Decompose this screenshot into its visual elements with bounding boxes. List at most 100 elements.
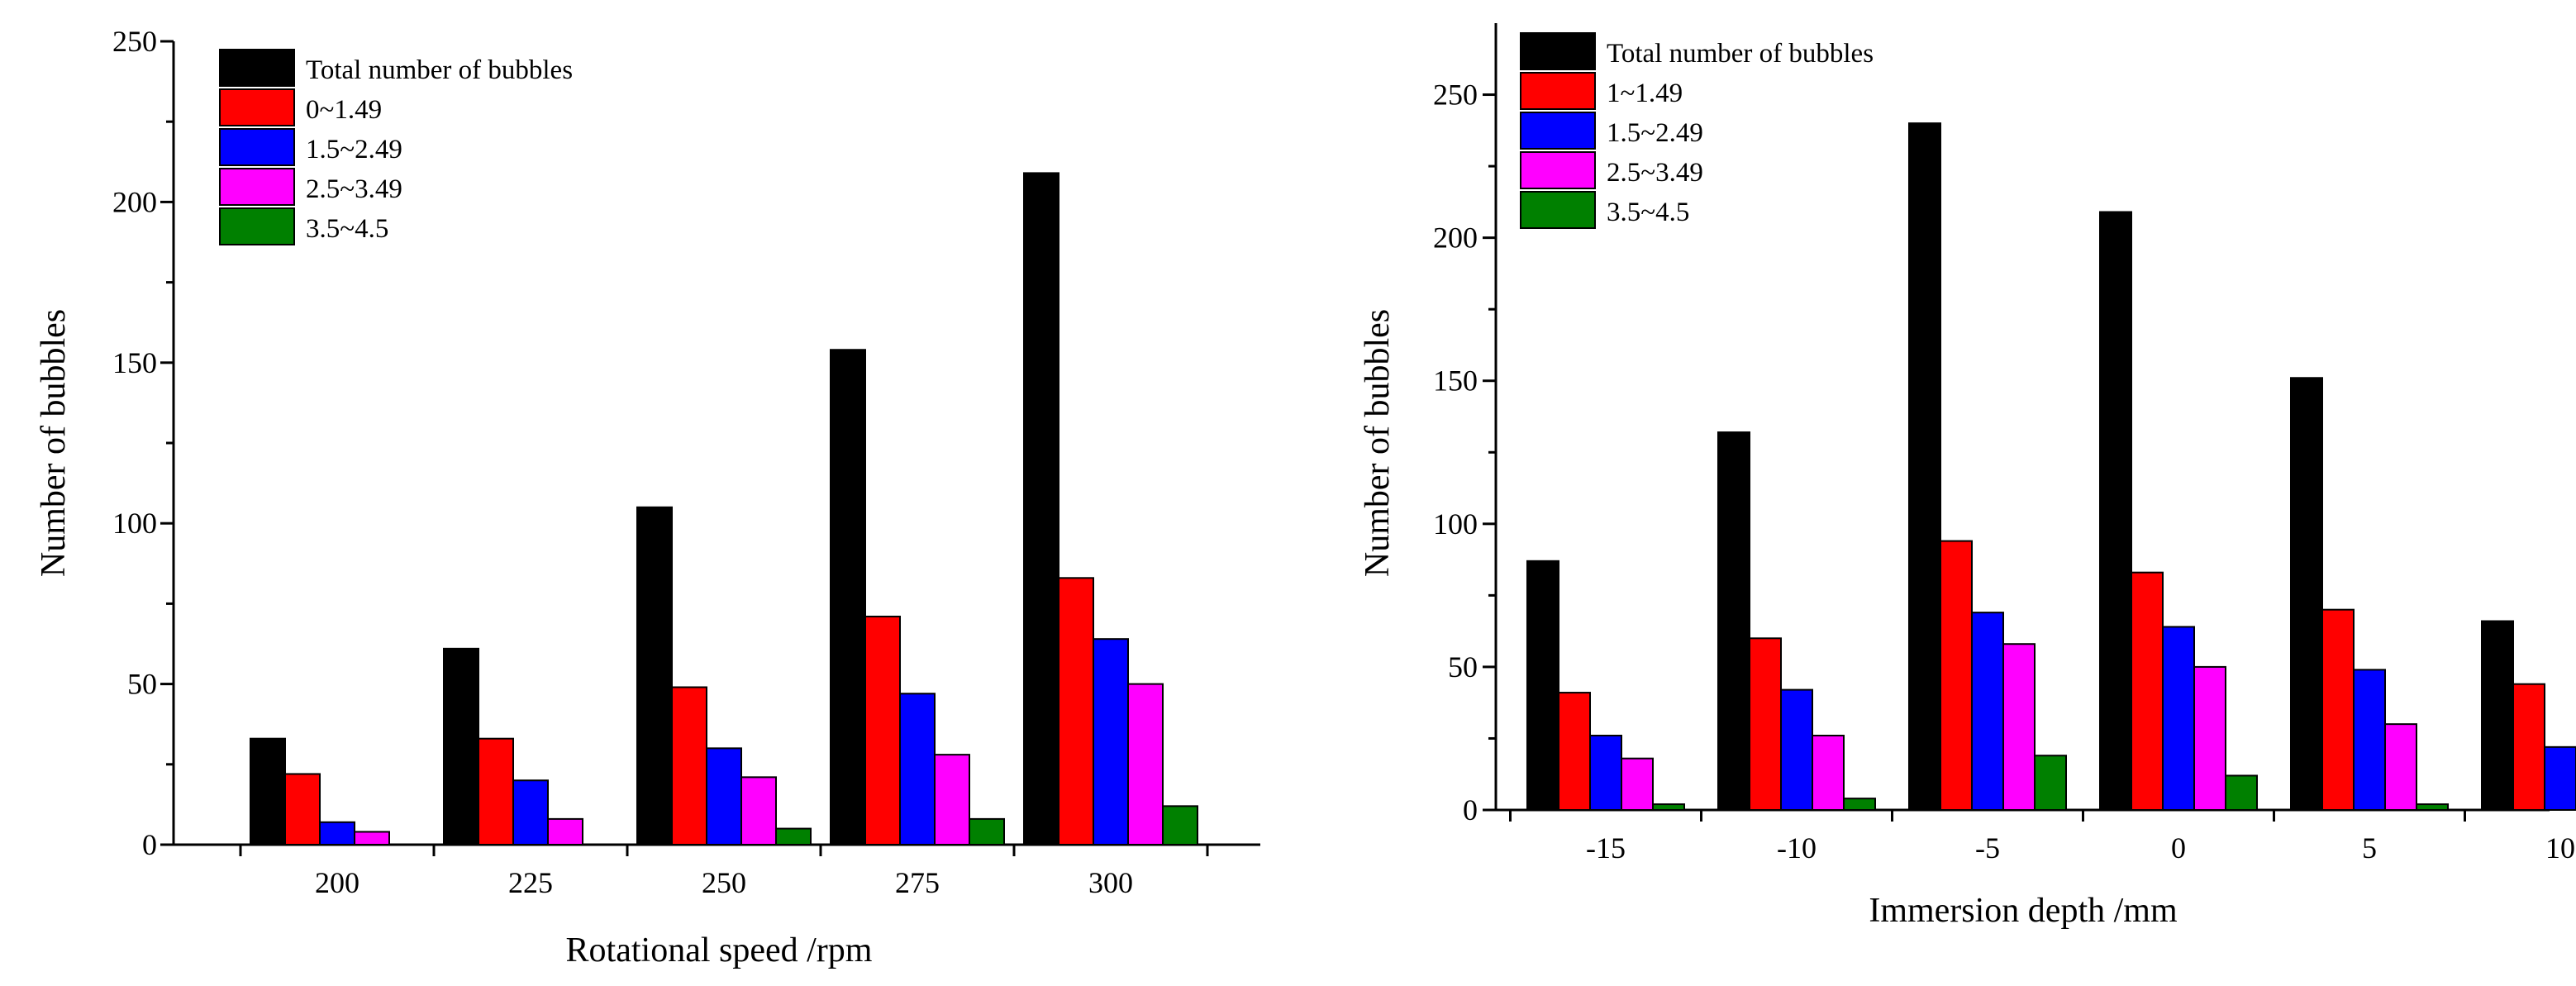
- y-tick-label: 50: [1448, 650, 1478, 684]
- y-tick-label: 50: [127, 668, 157, 701]
- x-tick-label: 275: [895, 866, 940, 899]
- bar: [864, 615, 901, 846]
- x-tick-label: 225: [508, 866, 553, 899]
- y-axis-title: Number of bubbles: [1359, 309, 1397, 577]
- bar: [830, 349, 866, 845]
- bar: [706, 747, 742, 845]
- legend-label: 2.5~3.49: [306, 174, 402, 204]
- bar: [284, 773, 321, 845]
- x-tick-label: 10: [2545, 831, 2575, 865]
- bar: [934, 754, 970, 845]
- bar: [1652, 803, 1685, 811]
- bar: [969, 817, 1005, 845]
- bar: [1058, 577, 1094, 846]
- x-tick-label: 5: [2362, 831, 2377, 865]
- bar: [2099, 211, 2132, 812]
- bar: [354, 831, 390, 845]
- x-tick-label: -10: [1777, 831, 1817, 865]
- bar: [636, 506, 673, 845]
- bar: [2162, 626, 2195, 812]
- bar: [1940, 540, 1973, 812]
- bar: [1971, 612, 2004, 811]
- bar: [2034, 755, 2067, 812]
- x-tick-label: 200: [315, 866, 359, 899]
- x-tick-label: -5: [1975, 831, 2000, 865]
- legend-swatch: [1520, 151, 1596, 189]
- bar: [2544, 745, 2576, 812]
- y-tick-label: 100: [1433, 507, 1478, 541]
- bar: [1717, 431, 1750, 811]
- y-tick-label: 200: [1433, 221, 1478, 255]
- bar: [512, 779, 549, 845]
- x-tick-label: 0: [2171, 831, 2186, 865]
- legend-label: 3.5~4.5: [1607, 198, 1689, 227]
- y-tick-label: 200: [112, 185, 157, 218]
- y-tick-label: 150: [1433, 364, 1478, 398]
- bar: [547, 817, 583, 845]
- bar: [2002, 643, 2036, 811]
- x-axis-title: Rotational speed /rpm: [566, 931, 873, 969]
- bar: [899, 693, 936, 845]
- bar: [1621, 757, 1654, 811]
- legend-swatch: [219, 207, 295, 245]
- bar: [1127, 683, 1164, 845]
- legend-label: 1.5~2.49: [306, 135, 402, 164]
- bar: [1162, 805, 1198, 845]
- legend-label: 1.5~2.49: [1607, 118, 1703, 148]
- bar: [2481, 620, 2514, 812]
- legend-swatch: [1520, 32, 1596, 70]
- bar: [2353, 669, 2386, 811]
- bar: [1526, 560, 1559, 812]
- bar: [671, 686, 707, 845]
- bar: [1749, 637, 1782, 811]
- legend-swatch: [219, 128, 295, 166]
- bar: [2416, 803, 2449, 811]
- legend-label: 2.5~3.49: [1607, 158, 1703, 188]
- legend-label: Total number of bubbles: [1607, 39, 1874, 69]
- legend-label: 0~1.49: [306, 95, 382, 125]
- legend-label: Total number of bubbles: [306, 55, 573, 85]
- y-axis-title: Number of bubbles: [35, 309, 73, 577]
- y-tick-label: 0: [1463, 793, 1478, 826]
- x-tick-label: -15: [1586, 831, 1626, 865]
- y-tick-label: 250: [112, 25, 157, 58]
- bar: [1812, 734, 1845, 812]
- bar: [775, 827, 812, 845]
- bar: [2321, 608, 2355, 811]
- bar: [2512, 683, 2545, 811]
- legend-swatch: [1520, 112, 1596, 150]
- bar: [2384, 723, 2417, 811]
- bar: [2290, 377, 2323, 811]
- x-tick-label: 300: [1088, 866, 1133, 899]
- legend-swatch: [219, 49, 295, 87]
- bar: [1558, 692, 1591, 811]
- bar: [319, 821, 355, 845]
- bar: [1908, 122, 1941, 811]
- legend-swatch: [219, 88, 295, 126]
- bar: [478, 737, 514, 845]
- y-tick-label: 100: [112, 507, 157, 540]
- bar: [1589, 734, 1622, 812]
- bar: [1843, 798, 1876, 811]
- bar: [443, 647, 479, 845]
- bar: [2193, 665, 2226, 812]
- legend-label: 1~1.49: [1607, 79, 1683, 108]
- bar: [2225, 774, 2258, 812]
- legend: Total number of bubbles 1~1.49 1.5~2.49 2.5…: [1520, 32, 1874, 229]
- legend-swatch: [1520, 72, 1596, 110]
- bar: [2131, 571, 2164, 811]
- legend-swatch: [1520, 191, 1596, 229]
- bar: [740, 776, 777, 845]
- x-tick-label: 250: [702, 866, 746, 899]
- legend-label: 3.5~4.5: [306, 214, 388, 244]
- y-tick-label: 150: [112, 346, 157, 379]
- x-axis-title: Immersion depth /mm: [1869, 892, 2178, 930]
- legend-swatch: [219, 168, 295, 206]
- bar: [1023, 172, 1059, 845]
- chart-rotational-speed: 0 50 100 150 200 250 200 225 250 275 300 Rotational…: [35, 25, 1260, 969]
- chart-immersion-depth: 0 50 100 150 200 250 -15 -10 -5 0 5 10 Immersion dep…: [1359, 23, 2576, 930]
- bar: [250, 737, 286, 845]
- y-tick-label: 0: [142, 828, 157, 861]
- legend: Total number of bubbles 0~1.49 1.5~2.49 2.5…: [219, 49, 573, 245]
